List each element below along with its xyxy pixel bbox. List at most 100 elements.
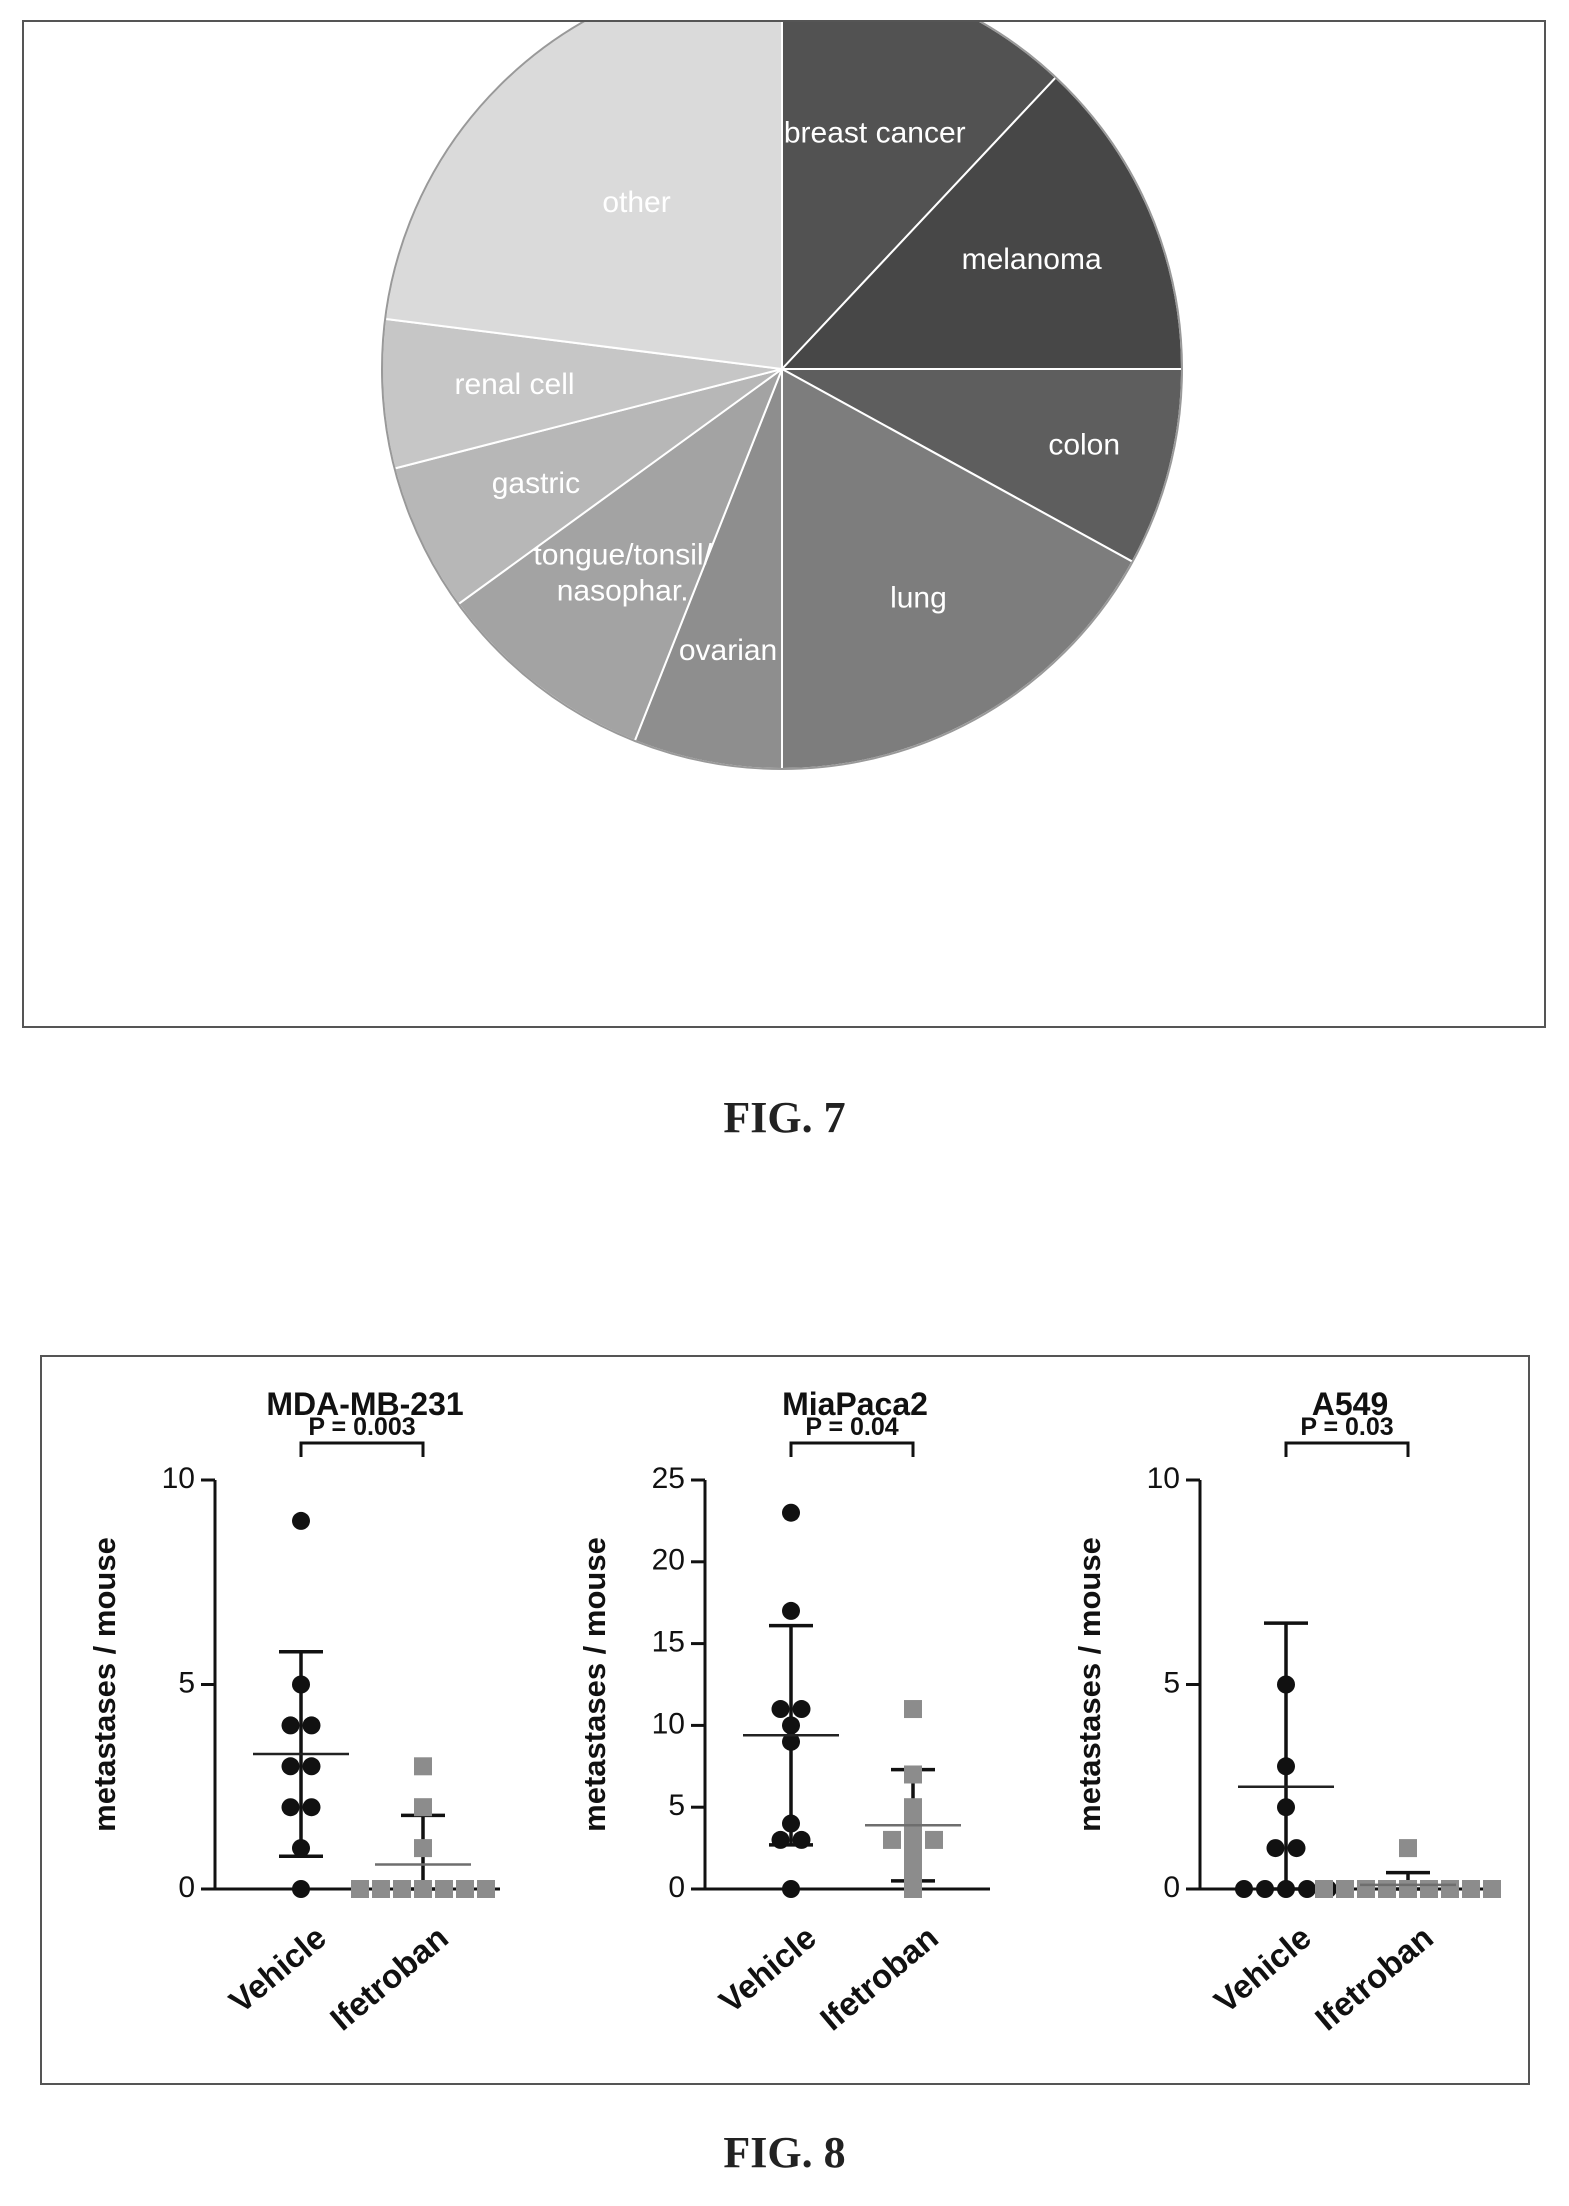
data-point <box>904 1831 922 1849</box>
pie-slice-label: other <box>602 186 670 219</box>
data-point <box>782 1815 800 1833</box>
data-point <box>303 1757 321 1775</box>
data-point <box>1378 1880 1396 1898</box>
data-point <box>904 1798 922 1816</box>
significance-bracket <box>301 1443 423 1457</box>
data-point <box>1357 1880 1375 1898</box>
data-point <box>435 1880 453 1898</box>
data-point <box>1277 1676 1295 1694</box>
x-category-label: Vehicle <box>712 1918 823 2019</box>
data-point <box>772 1831 790 1849</box>
data-point <box>904 1815 922 1833</box>
data-point <box>925 1831 943 1849</box>
data-point <box>292 1839 310 1857</box>
data-point <box>782 1602 800 1620</box>
data-point <box>904 1700 922 1718</box>
data-point <box>292 1512 310 1530</box>
data-point <box>1288 1839 1306 1857</box>
x-category-label: Vehicle <box>222 1918 333 2019</box>
data-point <box>1235 1880 1253 1898</box>
pie-chart-panel: breast cancermelanomacolonlungovarianton… <box>22 20 1546 1028</box>
data-point <box>1441 1880 1459 1898</box>
data-point <box>904 1847 922 1865</box>
pie-slice-label: renal cell <box>454 368 574 401</box>
y-tick-label: 5 <box>178 1666 195 1699</box>
data-point <box>414 1839 432 1857</box>
y-axis-label: metastases / mouse <box>87 1537 122 1832</box>
y-tick-label: 5 <box>1163 1666 1180 1699</box>
pie-slice-label: melanoma <box>962 243 1102 276</box>
p-value-label: P = 0.03 <box>1300 1413 1393 1441</box>
pie-slice-label: gastric <box>492 467 580 500</box>
data-point <box>782 1880 800 1898</box>
data-point <box>883 1831 901 1849</box>
data-point <box>1315 1880 1333 1898</box>
dot-plot: MDA-MB-231metastases / mouse0510VehicleI… <box>87 1386 500 2037</box>
data-point <box>414 1880 432 1898</box>
data-point <box>1298 1880 1316 1898</box>
data-point <box>904 1864 922 1882</box>
data-point <box>372 1880 390 1898</box>
y-axis-label: metastases / mouse <box>577 1537 612 1832</box>
data-point <box>772 1700 790 1718</box>
data-point <box>1462 1880 1480 1898</box>
dot-plots: MDA-MB-231metastases / mouse0510VehicleI… <box>42 1357 1528 2083</box>
data-point <box>477 1880 495 1898</box>
pie-slice-label: ovarian <box>679 634 777 667</box>
y-tick-label: 0 <box>668 1871 685 1904</box>
data-point <box>904 1880 922 1898</box>
p-value-label: P = 0.04 <box>805 1413 898 1441</box>
y-tick-label: 10 <box>652 1707 685 1740</box>
data-point <box>1399 1839 1417 1857</box>
pie-slice-label: colon <box>1048 429 1120 462</box>
data-point <box>282 1798 300 1816</box>
data-point <box>782 1504 800 1522</box>
pie-slice <box>385 22 782 369</box>
data-point <box>1277 1880 1295 1898</box>
data-point <box>456 1880 474 1898</box>
data-point <box>1267 1839 1285 1857</box>
data-point <box>1256 1880 1274 1898</box>
y-tick-label: 20 <box>652 1544 685 1577</box>
figure-8-caption: FIG. 8 <box>0 2127 1569 2178</box>
y-tick-label: 10 <box>162 1462 195 1495</box>
data-point <box>904 1765 922 1783</box>
significance-bracket <box>1286 1443 1408 1457</box>
y-tick-label: 25 <box>652 1462 685 1495</box>
data-point <box>303 1716 321 1734</box>
x-category-label: Ifetroban <box>323 1918 455 2037</box>
pie-slice-label: lung <box>890 582 947 615</box>
data-point <box>793 1831 811 1849</box>
data-point <box>351 1880 369 1898</box>
pie-slice-label: breast cancer <box>784 117 966 150</box>
x-category-label: Vehicle <box>1207 1918 1318 2019</box>
data-point <box>1277 1757 1295 1775</box>
data-point <box>1277 1798 1295 1816</box>
data-point <box>282 1757 300 1775</box>
x-category-label: Ifetroban <box>813 1918 945 2037</box>
data-point <box>1336 1880 1354 1898</box>
significance-bracket <box>791 1443 913 1457</box>
y-tick-label: 5 <box>668 1789 685 1822</box>
y-tick-label: 0 <box>1163 1871 1180 1904</box>
dot-plot: MiaPaca2metastases / mouse0510152025Vehi… <box>577 1386 990 2037</box>
dot-plots-panel: MDA-MB-231metastases / mouse0510VehicleI… <box>40 1355 1530 2085</box>
data-point <box>782 1716 800 1734</box>
data-point <box>393 1880 411 1898</box>
data-point <box>303 1798 321 1816</box>
data-point <box>1399 1880 1417 1898</box>
data-point <box>292 1676 310 1694</box>
data-point <box>292 1880 310 1898</box>
y-tick-label: 10 <box>1147 1462 1180 1495</box>
data-point <box>414 1798 432 1816</box>
figure-7-caption: FIG. 7 <box>0 1092 1569 1143</box>
y-tick-label: 15 <box>652 1626 685 1659</box>
data-point <box>414 1757 432 1775</box>
x-category-label: Ifetroban <box>1308 1918 1440 2037</box>
data-point <box>1483 1880 1501 1898</box>
data-point <box>1420 1880 1438 1898</box>
data-point <box>793 1700 811 1718</box>
p-value-label: P = 0.003 <box>308 1413 415 1441</box>
data-point <box>282 1716 300 1734</box>
pie-chart: breast cancermelanomacolonlungovarianton… <box>24 22 1544 1026</box>
